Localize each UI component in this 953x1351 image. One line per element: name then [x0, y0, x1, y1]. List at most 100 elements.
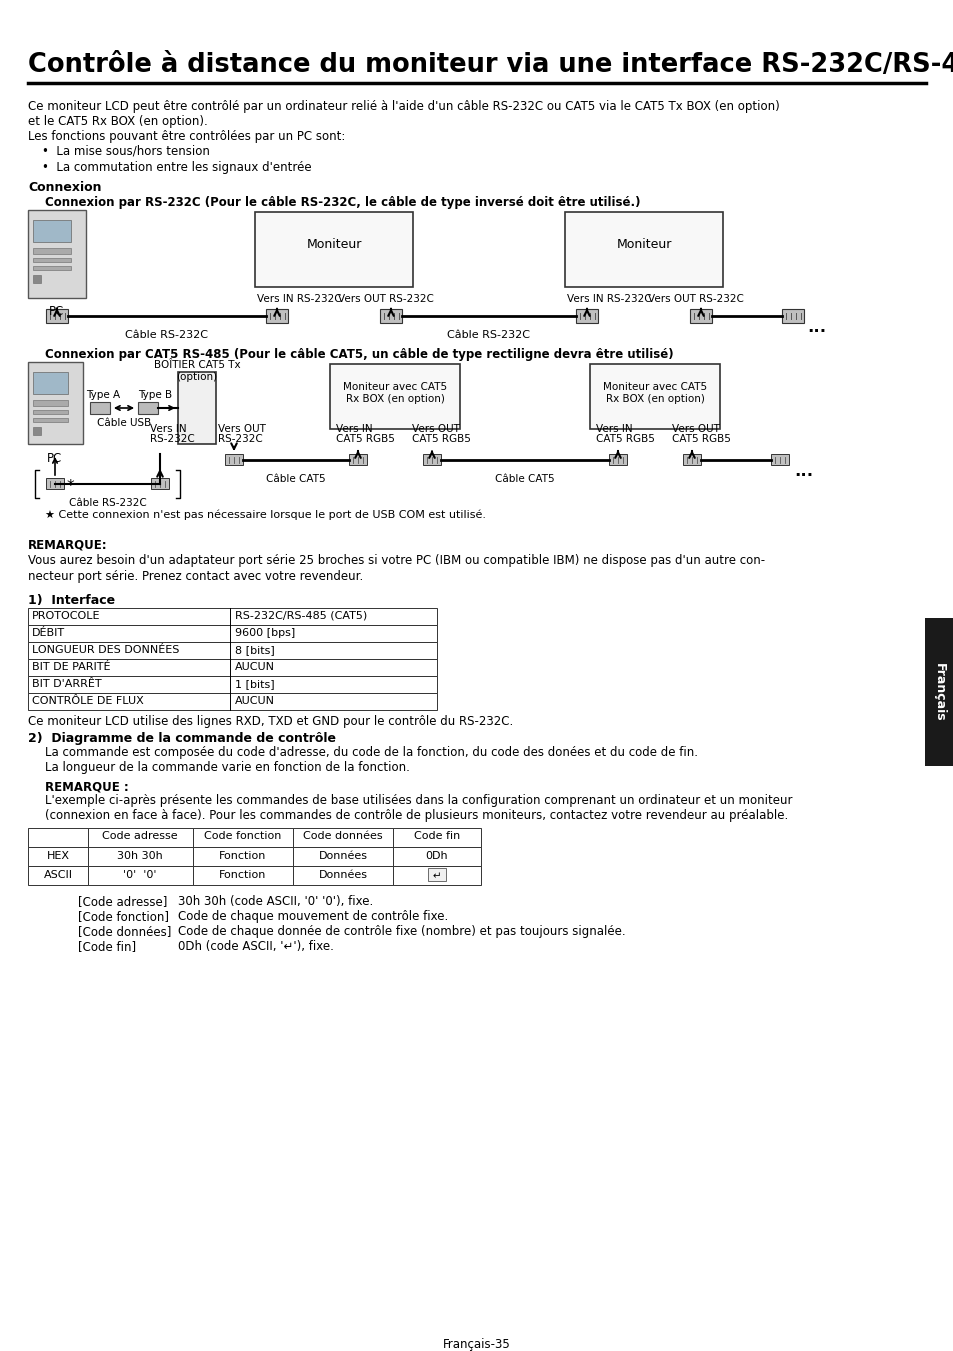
Bar — [689, 309, 711, 323]
Bar — [564, 212, 722, 286]
Text: CONTRÔLE DE FLUX: CONTRÔLE DE FLUX — [32, 696, 144, 707]
Text: Connexion par RS-232C (Pour le câble RS-232C, le câble de type inversé doit être: Connexion par RS-232C (Pour le câble RS-… — [45, 196, 639, 209]
Bar — [254, 212, 413, 286]
Text: Français-35: Français-35 — [442, 1337, 511, 1351]
Text: PROTOCOLE: PROTOCOLE — [32, 611, 100, 621]
Bar — [293, 828, 393, 847]
Text: Données: Données — [318, 851, 367, 861]
Text: Vers IN: Vers IN — [596, 424, 632, 434]
Bar — [330, 363, 459, 430]
Bar — [379, 309, 401, 323]
Text: Connexion par CAT5 RS-485 (Pour le câble CAT5, un câble de type rectiligne devra: Connexion par CAT5 RS-485 (Pour le câble… — [45, 349, 673, 361]
Bar — [393, 828, 480, 847]
Bar — [349, 454, 367, 465]
Bar — [88, 866, 193, 885]
Bar — [46, 309, 68, 323]
Text: AUCUN: AUCUN — [234, 662, 274, 671]
Text: Câble CAT5: Câble CAT5 — [266, 474, 326, 484]
Bar — [28, 659, 436, 676]
Text: [Code fin]: [Code fin] — [78, 940, 136, 952]
Text: Moniteur: Moniteur — [306, 238, 361, 250]
Bar — [28, 676, 436, 693]
Text: RS-232C: RS-232C — [218, 434, 262, 444]
Bar — [682, 454, 700, 465]
Text: '0'  '0': '0' '0' — [123, 870, 156, 880]
Bar — [28, 362, 83, 444]
Bar — [33, 417, 68, 422]
Bar — [178, 372, 215, 444]
Bar — [28, 847, 88, 866]
Text: PC: PC — [50, 305, 65, 317]
Bar — [293, 847, 393, 866]
Text: Connexion: Connexion — [28, 181, 101, 195]
Bar — [193, 866, 293, 885]
Text: RS-232C: RS-232C — [150, 434, 194, 444]
Bar — [33, 409, 68, 413]
Bar — [33, 220, 71, 242]
Text: REMARQUE:: REMARQUE: — [28, 538, 108, 551]
Bar — [28, 693, 436, 711]
Text: LONGUEUR DES DONNÉES: LONGUEUR DES DONNÉES — [32, 644, 179, 655]
Text: AUCUN: AUCUN — [234, 696, 274, 707]
Bar — [88, 847, 193, 866]
Text: Câble USB: Câble USB — [97, 417, 151, 428]
Bar — [28, 642, 436, 659]
Text: Vers OUT: Vers OUT — [412, 424, 459, 434]
Bar — [28, 828, 88, 847]
Bar — [138, 403, 158, 413]
Text: Moniteur avec CAT5: Moniteur avec CAT5 — [602, 382, 706, 392]
Text: 30h 30h (code ASCII, '0' '0'), fixe.: 30h 30h (code ASCII, '0' '0'), fixe. — [178, 894, 373, 908]
Text: CAT5 RGB5: CAT5 RGB5 — [671, 434, 730, 444]
Text: Les fonctions pouvant être contrôlées par un PC sont:: Les fonctions pouvant être contrôlées pa… — [28, 130, 345, 143]
Bar — [90, 403, 110, 413]
Text: Type A: Type A — [86, 390, 120, 400]
Text: BIT D'ARRÊT: BIT D'ARRÊT — [32, 680, 102, 689]
Bar — [293, 866, 393, 885]
Text: Code de chaque donnée de contrôle fixe (nombre) et pas toujours signalée.: Code de chaque donnée de contrôle fixe (… — [178, 925, 625, 938]
Text: PC: PC — [48, 453, 63, 465]
Text: ...: ... — [793, 462, 812, 480]
Text: Ce moniteur LCD utilise des lignes RXD, TXD et GND pour le contrôle du RS-232C.: Ce moniteur LCD utilise des lignes RXD, … — [28, 715, 513, 728]
Text: Ce moniteur LCD peut être contrôlé par un ordinateur relié à l'aide d'un câble R: Ce moniteur LCD peut être contrôlé par u… — [28, 100, 779, 113]
Text: Français: Français — [931, 663, 944, 721]
Text: Code de chaque mouvement de contrôle fixe.: Code de chaque mouvement de contrôle fix… — [178, 911, 448, 923]
Text: ★ Cette connexion n'est pas nécessaire lorsque le port de USB COM est utilisé.: ★ Cette connexion n'est pas nécessaire l… — [45, 509, 485, 520]
Text: REMARQUE :: REMARQUE : — [45, 780, 129, 793]
Text: Vers OUT RS-232C: Vers OUT RS-232C — [337, 295, 434, 304]
Bar — [28, 626, 436, 642]
Text: Câble CAT5: Câble CAT5 — [495, 474, 555, 484]
Bar — [33, 258, 71, 262]
Bar — [33, 400, 68, 407]
Text: 1 [bits]: 1 [bits] — [234, 680, 274, 689]
Text: Vers OUT: Vers OUT — [671, 424, 720, 434]
Bar — [393, 847, 480, 866]
Bar — [589, 363, 720, 430]
Text: Données: Données — [318, 870, 367, 880]
Text: ↵: ↵ — [432, 871, 441, 881]
Text: Code données: Code données — [303, 831, 382, 842]
Text: •  La commutation entre les signaux d'entrée: • La commutation entre les signaux d'ent… — [42, 161, 312, 174]
Text: Code fonction: Code fonction — [204, 831, 281, 842]
Text: BOÎTIER CAT5 Tx: BOÎTIER CAT5 Tx — [153, 359, 240, 370]
Bar — [28, 866, 88, 885]
Text: 0Dh: 0Dh — [425, 851, 448, 861]
Text: HEX: HEX — [47, 851, 70, 861]
Text: necteur port série. Prenez contact avec votre revendeur.: necteur port série. Prenez contact avec … — [28, 570, 363, 584]
Bar — [393, 866, 480, 885]
Text: Vers IN RS-232C: Vers IN RS-232C — [566, 295, 651, 304]
Text: (connexion en face à face). Pour les commandes de contrôle de plusieurs moniteur: (connexion en face à face). Pour les com… — [45, 809, 787, 821]
Bar — [225, 454, 243, 465]
Text: 2)  Diagramme de la commande de contrôle: 2) Diagramme de la commande de contrôle — [28, 732, 335, 744]
Bar — [266, 309, 288, 323]
Bar — [608, 454, 626, 465]
Text: Vers OUT: Vers OUT — [218, 424, 266, 434]
Bar — [46, 478, 64, 489]
Text: 30h 30h: 30h 30h — [117, 851, 163, 861]
Bar — [770, 454, 788, 465]
Text: Fonction: Fonction — [219, 870, 267, 880]
Text: Câble RS-232C: Câble RS-232C — [447, 330, 530, 340]
Text: Vers IN RS-232C: Vers IN RS-232C — [256, 295, 341, 304]
Text: La longueur de la commande varie en fonction de la fonction.: La longueur de la commande varie en fonc… — [45, 761, 410, 774]
Text: ASCII: ASCII — [44, 870, 72, 880]
Text: Rx BOX (en option): Rx BOX (en option) — [605, 394, 703, 404]
